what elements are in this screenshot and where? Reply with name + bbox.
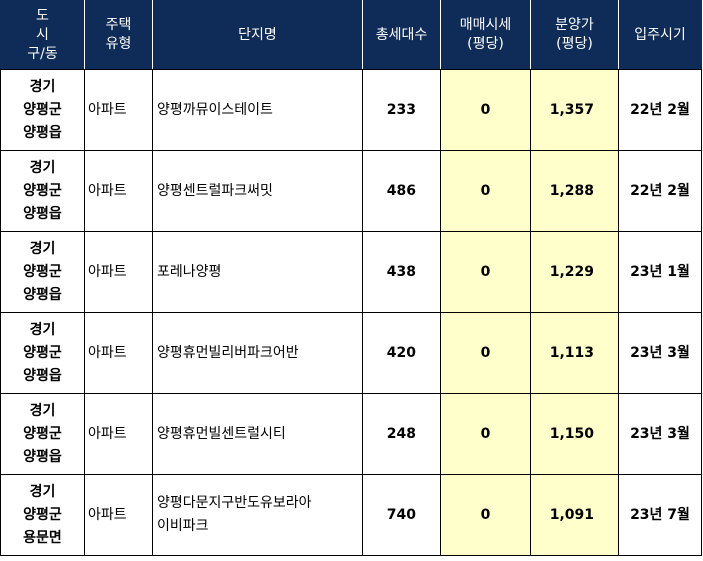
region-line: 양평읍 xyxy=(23,124,62,141)
region-line: 양평군 xyxy=(23,425,62,442)
complex-name-cell: 양평까뮤이스테이트 xyxy=(152,69,363,151)
header-sale-price-line: 매매시세 xyxy=(459,17,512,33)
header-region-line: 구/동 xyxy=(27,45,58,62)
households-cell: 420 xyxy=(362,312,441,394)
complex-name-line: 양평다문지구반도유보라아 xyxy=(157,495,312,511)
sale-price-cell: 0 xyxy=(440,150,531,232)
presale-price-cell: 1,091 xyxy=(530,474,619,556)
region-line: 경기 xyxy=(29,159,56,176)
header-type-line: 주택 xyxy=(105,17,132,33)
header-sale-price: 매매시세 (평당) xyxy=(440,0,531,70)
households-cell: 438 xyxy=(362,231,441,313)
households-cell: 248 xyxy=(362,393,441,475)
complex-name-line: 양평휴먼빌센트럴시티 xyxy=(157,425,286,442)
region-line: 용문면 xyxy=(23,529,62,546)
type-cell: 아파트 xyxy=(84,150,153,232)
region-line: 양평군 xyxy=(23,182,62,199)
region-line: 양평군 xyxy=(23,263,62,280)
region-line: 양평읍 xyxy=(23,286,62,303)
complex-name-cell: 양평센트럴파크써밋 xyxy=(152,150,363,232)
header-presale-price-line: 분양가 xyxy=(555,17,594,33)
header-region-line: 시 xyxy=(36,26,49,43)
table-row: 경기 양평군 양평읍 아파트 양평휴먼빌리버파크어반 420 0 1,113 23년 3월 xyxy=(0,312,702,394)
complex-name-cell: 양평휴먼빌센트럴시티 xyxy=(152,393,363,475)
header-households: 총세대수 xyxy=(362,0,441,70)
region-line: 양평군 xyxy=(23,506,62,523)
region-line: 경기 xyxy=(29,78,56,95)
header-presale-price: 분양가 (평당) xyxy=(530,0,619,70)
table-body: 경기 양평군 양평읍 아파트 양평까뮤이스테이트 233 0 1,357 22년 2월 경기 양평군… xyxy=(0,69,702,556)
presale-price-cell: 1,229 xyxy=(530,231,619,313)
sale-price-cell: 0 xyxy=(440,312,531,394)
presale-price-cell: 1,150 xyxy=(530,393,619,475)
header-region-line: 도 xyxy=(36,7,49,24)
region-line: 양평읍 xyxy=(23,205,62,222)
complex-name-line: 양평센트럴파크써밋 xyxy=(157,182,273,199)
table-row: 경기 양평군 용문면 아파트 양평다문지구반도유보라아 이비파크 740 0 1,091 23년 … xyxy=(0,474,702,556)
table-row: 경기 양평군 양평읍 아파트 양평휴먼빌센트럴시티 248 0 1,150 23년 3월 xyxy=(0,393,702,475)
sale-price-cell: 0 xyxy=(440,69,531,151)
region-line: 경기 xyxy=(29,483,56,500)
header-sale-price-line: (평당) xyxy=(467,36,504,52)
region-line: 양평읍 xyxy=(23,367,62,384)
region-line: 양평군 xyxy=(23,344,62,361)
type-cell: 아파트 xyxy=(84,393,153,475)
type-cell: 아파트 xyxy=(84,231,153,313)
sale-price-cell: 0 xyxy=(440,231,531,313)
region-line: 양평읍 xyxy=(23,448,62,465)
households-cell: 740 xyxy=(362,474,441,556)
complex-name-line: 양평휴먼빌리버파크어반 xyxy=(157,344,299,361)
movein-cell: 22년 2월 xyxy=(618,69,702,151)
presale-price-cell: 1,288 xyxy=(530,150,619,232)
presale-price-cell: 1,113 xyxy=(530,312,619,394)
complex-name-cell: 포레나양평 xyxy=(152,231,363,313)
header-movein: 입주시기 xyxy=(618,0,702,70)
movein-cell: 23년 7월 xyxy=(618,474,702,556)
header-region: 도 시 구/동 xyxy=(0,0,85,70)
type-cell: 아파트 xyxy=(84,474,153,556)
sale-price-cell: 0 xyxy=(440,474,531,556)
households-cell: 233 xyxy=(362,69,441,151)
header-name: 단지명 xyxy=(152,0,363,70)
header-type-line: 유형 xyxy=(105,36,132,52)
movein-cell: 22년 2월 xyxy=(618,150,702,232)
movein-cell: 23년 3월 xyxy=(618,312,702,394)
movein-cell: 23년 3월 xyxy=(618,393,702,475)
type-cell: 아파트 xyxy=(84,69,153,151)
complex-name-line: 양평까뮤이스테이트 xyxy=(157,101,273,118)
header-type: 주택 유형 xyxy=(84,0,153,70)
region-line: 경기 xyxy=(29,402,56,419)
region-line: 경기 xyxy=(29,240,56,257)
table-row: 경기 양평군 양평읍 아파트 양평센트럴파크써밋 486 0 1,288 22년 2월 xyxy=(0,150,702,232)
complex-name-line: 포레나양평 xyxy=(157,263,222,280)
complex-name-line: 이비파크 xyxy=(157,518,209,534)
header-row: 도 시 구/동 주택 유형 단지명 총세대수 매매시세 (평당) 분양가 (평당… xyxy=(0,0,702,70)
table-row: 경기 양평군 양평읍 아파트 양평까뮤이스테이트 233 0 1,357 22년 2월 xyxy=(0,69,702,151)
movein-cell: 23년 1월 xyxy=(618,231,702,313)
header-presale-price-line: (평당) xyxy=(556,36,593,52)
type-cell: 아파트 xyxy=(84,312,153,394)
table-row: 경기 양평군 양평읍 아파트 포레나양평 438 0 1,229 23년 1월 xyxy=(0,231,702,313)
complex-name-cell: 양평휴먼빌리버파크어반 xyxy=(152,312,363,394)
presale-price-cell: 1,357 xyxy=(530,69,619,151)
sale-price-cell: 0 xyxy=(440,393,531,475)
region-line: 경기 xyxy=(29,321,56,338)
households-cell: 486 xyxy=(362,150,441,232)
region-line: 양평군 xyxy=(23,101,62,118)
